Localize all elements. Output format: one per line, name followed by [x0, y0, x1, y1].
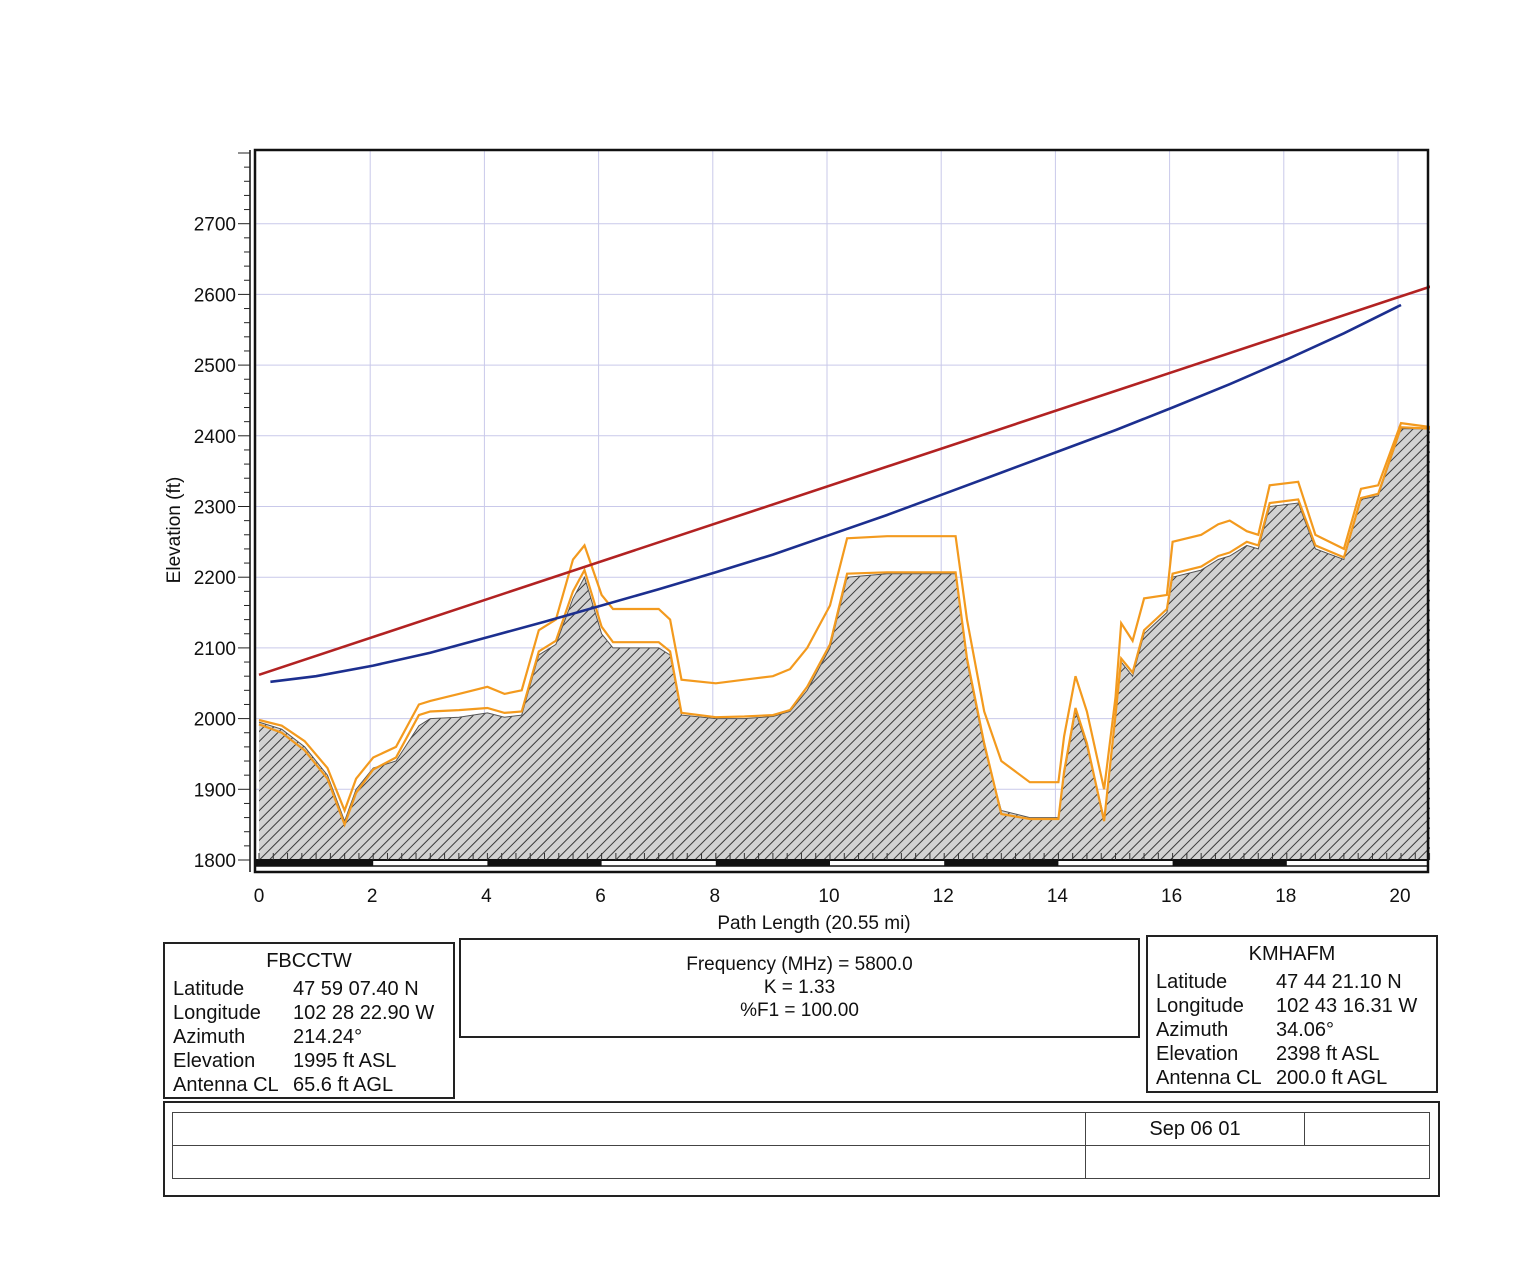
site-b-latitude-label: Latitude	[1156, 971, 1228, 993]
y-tick-label: 2700	[194, 215, 236, 236]
plot-frame	[253, 148, 1431, 874]
footer-table: Sep 06 01	[172, 1112, 1430, 1179]
footer-row: Sep 06 01	[172, 1112, 1430, 1146]
site-a-elevation-label: Elevation	[173, 1050, 256, 1072]
terrain-area	[258, 428, 1430, 860]
axis-ticks: 1800190020002100220023002400250026002700…	[194, 150, 1411, 907]
site-a-panel: FBCCTW Latitude 47 59 07.40 N Longitude …	[163, 942, 455, 1099]
y-tick-label: 2100	[194, 639, 236, 660]
footer-cell-notes	[172, 1112, 1086, 1146]
earth-curvature-line	[270, 303, 1402, 684]
site-b-longitude-label: Longitude	[1156, 995, 1244, 1017]
site-a-antenna: 65.6 ft AGL	[293, 1074, 394, 1096]
x-tick-label: 0	[254, 886, 265, 907]
footer-panel: Sep 06 01	[163, 1101, 1440, 1197]
series-lines	[258, 285, 1430, 828]
site-b-antenna: 200.0 ft AGL	[1276, 1067, 1388, 1089]
site-b-longitude: 102 43 16.31 W	[1276, 995, 1418, 1017]
x-tick-label: 12	[933, 886, 954, 907]
footer-row	[172, 1145, 1430, 1179]
y-tick-label: 2600	[194, 285, 236, 306]
site-b-latitude: 47 44 21.10 N	[1276, 971, 1402, 993]
site-b-elevation-label: Elevation	[1156, 1043, 1239, 1065]
y-tick-label: 2500	[194, 356, 236, 377]
site-a-latitude-label: Latitude	[173, 978, 245, 1000]
site-b-elevation: 2398 ft ASL	[1276, 1043, 1380, 1065]
y-axis-title: Elevation (ft)	[164, 477, 185, 584]
site-b-details: Latitude 47 44 21.10 N Longitude 102 43 …	[1156, 970, 1436, 1090]
link-parameters-panel: Frequency (MHz) = 5800.0 K = 1.33 %F1 = …	[459, 938, 1140, 1038]
terrain-outline	[258, 428, 1430, 823]
site-a-latitude: 47 59 07.40 N	[293, 978, 419, 1000]
fresnel-upper-line	[258, 421, 1430, 814]
site-b-name: KMHAFM	[1248, 943, 1336, 965]
footer-cell-date: Sep 06 01	[1085, 1112, 1305, 1146]
site-a-longitude: 102 28 22.90 W	[293, 1002, 435, 1024]
site-a-azimuth-label: Azimuth	[173, 1026, 246, 1048]
scale-strip-segment	[1172, 860, 1287, 866]
scale-strip-segment	[255, 860, 374, 866]
fresnel-percent-text: %F1 = 100.00	[740, 1000, 859, 1021]
frequency-text: Frequency (MHz) = 5800.0	[686, 954, 913, 975]
x-tick-label: 8	[710, 886, 721, 907]
y-tick-label: 2000	[194, 710, 236, 731]
y-tick-label: 2200	[194, 568, 236, 589]
site-a-longitude-label: Longitude	[173, 1002, 261, 1024]
footer-cell-empty	[1085, 1145, 1430, 1179]
site-b-azimuth: 34.06°	[1276, 1019, 1335, 1041]
site-a-antenna-label: Antenna CL	[173, 1074, 279, 1096]
site-a-details: Latitude 47 59 07.40 N Longitude 102 28 …	[173, 977, 453, 1097]
x-tick-label: 18	[1275, 886, 1296, 907]
x-axis-title: Path Length (20.55 mi)	[717, 913, 910, 934]
y-tick-label: 2400	[194, 427, 236, 448]
x-tick-label: 2	[367, 886, 378, 907]
y-tick-label: 1800	[194, 851, 236, 872]
scale-strip-segment	[487, 860, 602, 866]
scale-strip-segment	[944, 860, 1059, 866]
site-a-azimuth: 214.24°	[293, 1026, 363, 1048]
x-tick-label: 14	[1047, 886, 1069, 907]
site-b-antenna-label: Antenna CL	[1156, 1067, 1262, 1089]
footer-cell-extra	[1304, 1112, 1430, 1146]
site-b-panel: KMHAFM Latitude 47 44 21.10 N Longitude …	[1146, 935, 1438, 1093]
line-of-sight	[258, 285, 1430, 677]
y-tick-label: 2300	[194, 498, 236, 519]
x-tick-label: 10	[818, 886, 839, 907]
x-tick-label: 4	[481, 886, 492, 907]
site-a-name: FBCCTW	[266, 950, 352, 972]
site-a-elevation: 1995 ft ASL	[293, 1050, 397, 1072]
terrain-fill	[259, 428, 1430, 860]
site-b-azimuth-label: Azimuth	[1156, 1019, 1229, 1041]
scale-strip-segment	[715, 860, 830, 866]
x-tick-label: 6	[595, 886, 606, 907]
k-factor-text: K = 1.33	[763, 977, 836, 998]
fresnel-lower-line	[258, 426, 1430, 828]
x-tick-label: 20	[1389, 886, 1410, 907]
y-tick-label: 1900	[194, 780, 236, 801]
plot-border	[253, 148, 1430, 874]
footer-cell-empty	[172, 1145, 1086, 1179]
x-tick-label: 16	[1161, 886, 1182, 907]
